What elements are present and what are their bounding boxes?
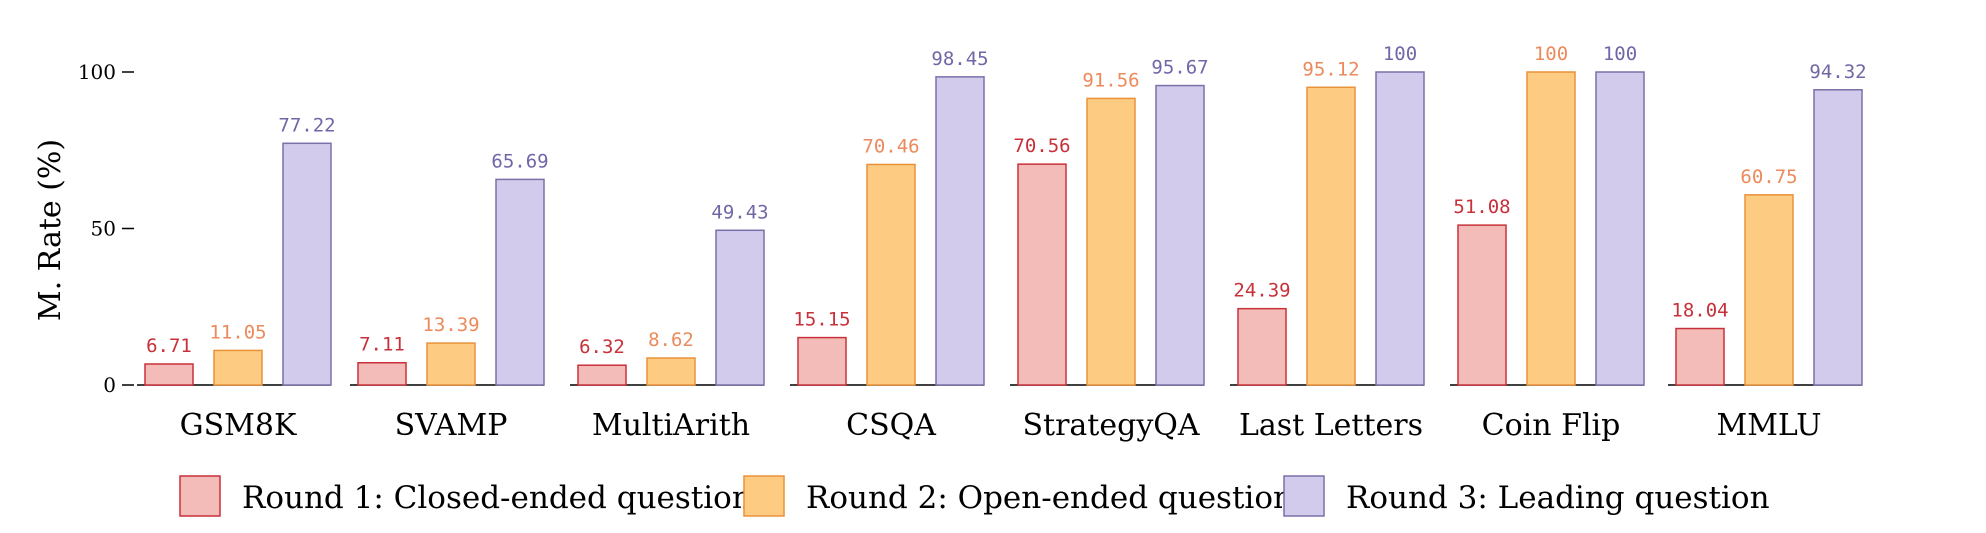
bar-5-0 [1237,307,1287,386]
bar-7-0 [1675,327,1725,386]
data-label-3-0: 15.15 [793,309,850,331]
bar-0-2 [282,142,332,386]
legend-label-0: Round 1: Closed-ended question [242,480,752,516]
category-label-1: SVAMP [395,408,508,443]
legend: Round 1: Closed-ended question Round 2: O… [179,475,1770,517]
data-label-4-0: 70.56 [1013,135,1070,157]
category-group-2: 6.32 8.62 49.43 MultiArith [570,201,769,443]
category-group-3: 15.15 70.46 98.45 CSQA [790,48,989,443]
category-group-1: 7.11 13.39 65.69 SVAMP [350,150,549,443]
bar-3-0 [797,336,847,386]
bar-1-2 [495,178,545,386]
bar-3-2 [935,76,985,386]
data-label-0-1: 11.05 [209,321,266,343]
y-tick-label-2: 100 [78,60,116,84]
bar-2-1 [646,357,696,386]
category-group-0: 6.71 11.05 77.22 GSM8K [137,114,336,443]
bar-4-0 [1017,163,1067,386]
bar-1-0 [357,361,407,386]
data-label-7-1: 60.75 [1740,166,1797,188]
y-tick-label-0: 0 [103,373,116,397]
legend-swatch-1 [743,475,785,517]
data-label-4-1: 91.56 [1082,69,1139,91]
legend-label-2: Round 3: Leading question [1346,480,1770,516]
data-label-4-2: 95.67 [1151,57,1208,79]
data-label-0-0: 6.71 [146,335,192,357]
category-label-3: CSQA [846,408,936,443]
data-label-5-2: 100 [1383,43,1417,65]
bar-5-2 [1375,71,1425,386]
legend-item-0: Round 1: Closed-ended question [179,475,752,517]
data-label-5-0: 24.39 [1233,280,1290,302]
bar-0-1 [213,349,263,386]
category-label-2: MultiArith [592,408,750,443]
legend-item-2: Round 3: Leading question [1283,475,1770,517]
bar-1-1 [426,342,476,386]
bar-6-2 [1595,71,1645,386]
data-label-2-0: 6.32 [579,336,625,358]
data-label-1-2: 65.69 [491,150,548,172]
data-label-3-2: 98.45 [931,48,988,70]
bar-6-0 [1457,224,1507,386]
data-label-6-1: 100 [1534,43,1568,65]
category-group-7: 18.04 60.75 94.32 MMLU [1668,61,1867,443]
category-group-4: 70.56 91.56 95.67 StrategyQA [1010,57,1209,443]
bar-4-2 [1155,84,1205,386]
category-label-7: MMLU [1717,408,1822,443]
legend-swatch-0 [179,475,221,517]
data-label-6-2: 100 [1603,43,1637,65]
bar-7-2 [1813,89,1863,386]
bar-2-2 [715,229,765,386]
y-tick-label-1: 50 [91,217,116,241]
data-label-7-2: 94.32 [1809,61,1866,83]
bar-0-0 [144,363,194,386]
data-label-0-2: 77.22 [278,114,335,136]
data-label-6-0: 51.08 [1453,196,1510,218]
bar-groups: 6.71 11.05 77.22 GSM8K 7.11 13.39 65.69 SVAMP 6.… [137,43,1867,443]
category-label-5: Last Letters [1239,408,1423,443]
bar-7-1 [1744,194,1794,386]
category-label-0: GSM8K [180,408,297,443]
data-label-7-0: 18.04 [1671,300,1728,322]
legend-label-1: Round 2: Open-ended question [806,480,1293,516]
data-label-3-1: 70.46 [862,135,919,157]
legend-item-1: Round 2: Open-ended question [743,475,1293,517]
category-label-4: StrategyQA [1022,408,1199,443]
category-group-5: 24.39 95.12 100 Last Letters [1230,43,1425,443]
y-axis-title: M. Rate (%) [33,139,68,321]
category-group-6: 51.08 100 100 Coin Flip [1450,43,1645,443]
data-label-1-1: 13.39 [422,314,479,336]
bar-2-0 [577,364,627,386]
bar-3-1 [866,163,916,386]
bar-6-1 [1526,71,1576,386]
data-label-2-1: 8.62 [648,329,694,351]
data-label-2-2: 49.43 [711,201,768,223]
data-label-1-0: 7.11 [359,334,405,356]
bar-4-1 [1086,97,1136,386]
category-label-6: Coin Flip [1482,408,1621,443]
data-label-5-1: 95.12 [1302,58,1359,80]
bar-5-1 [1306,86,1356,386]
y-axis: 0 50 100 [78,60,134,397]
legend-swatch-2 [1283,475,1325,517]
